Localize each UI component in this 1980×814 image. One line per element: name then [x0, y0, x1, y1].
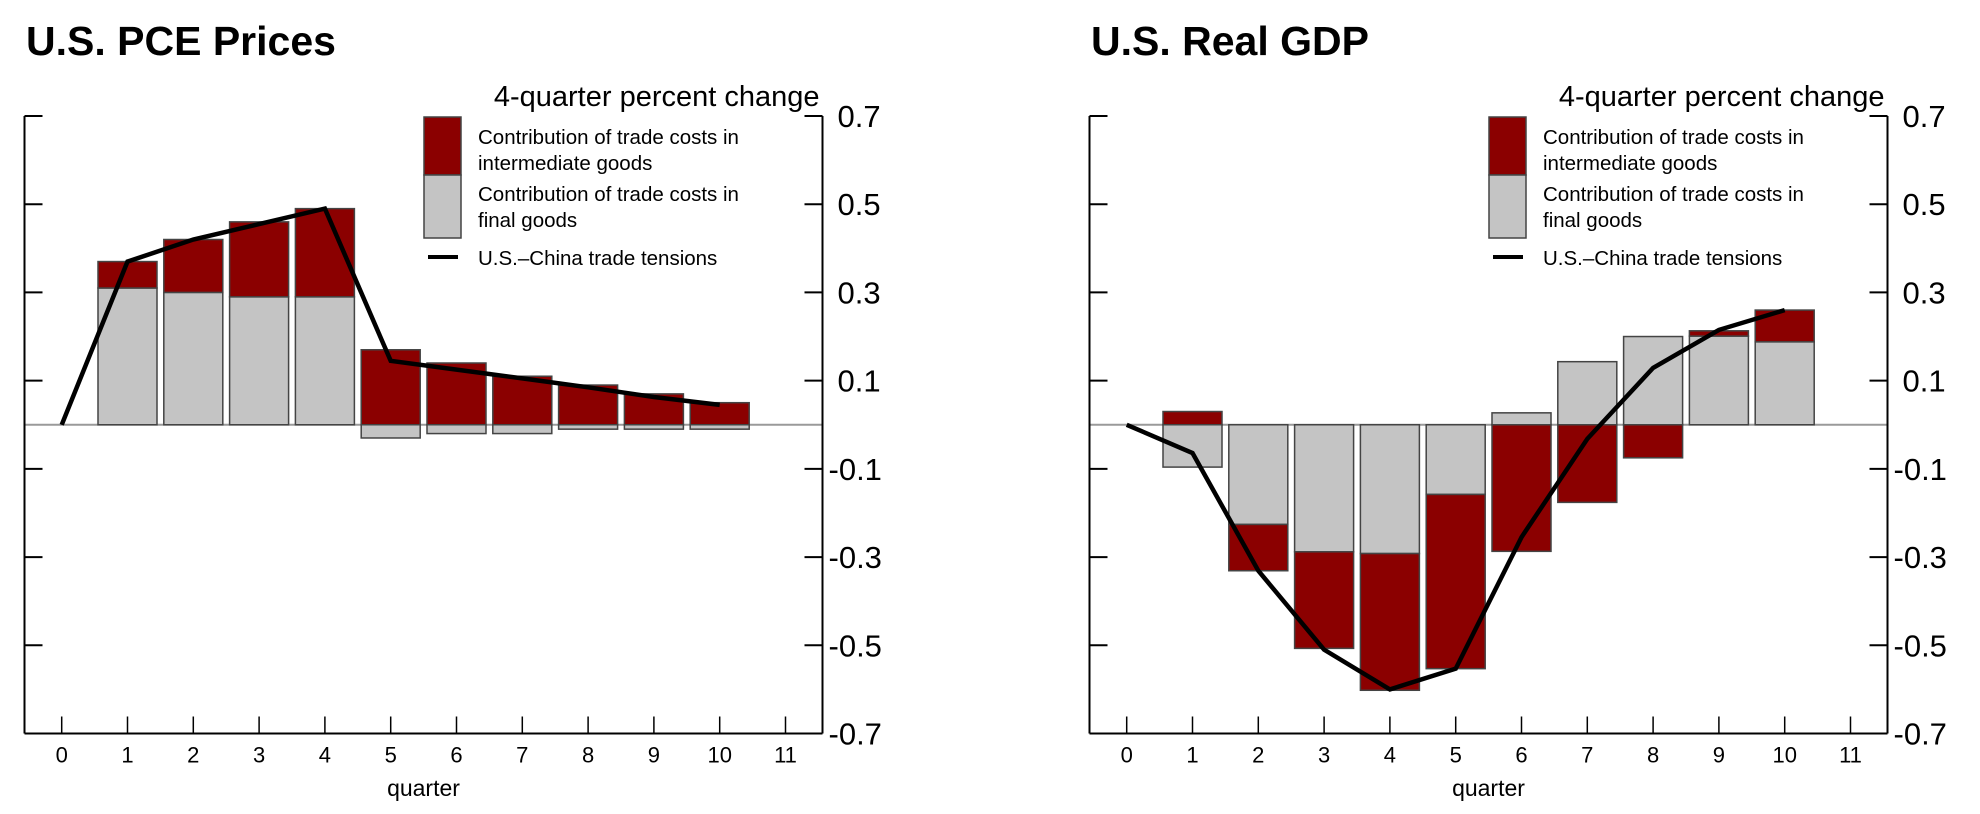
ytick-label: 0.1: [838, 364, 881, 399]
legend-swatch-final: [1488, 174, 1527, 239]
bar-final-q9: [1688, 335, 1750, 426]
bar-intermediate-q3: [1293, 551, 1355, 650]
xtick-label: 2: [1252, 743, 1264, 768]
legend-swatch-intermediate: [423, 116, 462, 176]
legend-label-intermediate: intermediate goods: [1543, 152, 1717, 175]
legend-label-intermediate: Contribution of trade costs in: [1543, 126, 1804, 149]
ytick-label: 0.3: [1903, 275, 1946, 310]
legend-label-intermediate: intermediate goods: [478, 152, 652, 175]
bar-final-q3: [1293, 424, 1355, 553]
legend-label-intermediate: Contribution of trade costs in: [478, 126, 739, 149]
ytick-label: -0.5: [829, 628, 882, 663]
xtick-label: 6: [450, 743, 462, 768]
bar-final-q6: [1491, 412, 1552, 426]
xtick-label: 4: [1384, 743, 1396, 768]
bar-intermediate-q8: [1622, 424, 1684, 459]
legend-label-line: U.S.–China trade tensions: [1543, 247, 1782, 270]
x-axis-label: quarter: [1452, 775, 1525, 801]
y-axis-label: 4-quarter percent change: [1559, 81, 1885, 113]
xtick-label: 0: [56, 743, 68, 768]
ytick-label: 0.5: [1903, 187, 1946, 222]
ytick-label: -0.5: [1894, 628, 1947, 663]
ytick-label: -0.1: [1894, 452, 1947, 487]
chart-title: U.S. Real GDP: [1091, 18, 1369, 64]
xtick-label: 5: [1450, 743, 1462, 768]
bar-final-q7: [492, 424, 553, 435]
bar-intermediate-q5: [1425, 493, 1486, 670]
ytick-label: 0.7: [1903, 99, 1946, 134]
chart-panel-2: U.S. Real GDP 0.7 0.5 0.3 0.1 -0.1 -0.3 -0.5 -0.…: [1088, 18, 1947, 801]
xtick-label: 6: [1515, 743, 1527, 768]
bar-intermediate-q3: [228, 221, 290, 298]
legend-label-final: final goods: [1543, 209, 1642, 232]
legend-label-final: final goods: [478, 209, 577, 232]
bar-final-q10: [1754, 341, 1815, 426]
ytick-label: -0.3: [1894, 540, 1947, 575]
xtick-label: 3: [1318, 743, 1330, 768]
bar-final-q2: [163, 291, 224, 426]
xtick-label: 10: [707, 743, 731, 768]
bar-intermediate-q6: [1491, 424, 1552, 553]
bar-final-q5: [1425, 424, 1486, 496]
xtick-label: 0: [1121, 743, 1133, 768]
bar-intermediate-q4: [1359, 552, 1421, 692]
xtick-label: 10: [1772, 743, 1796, 768]
ytick-label: -0.1: [829, 452, 882, 487]
xtick-label: 8: [1647, 743, 1659, 768]
xtick-label: 4: [319, 743, 331, 768]
legend-swatch-intermediate: [1488, 116, 1527, 176]
bar-intermediate-q10: [689, 401, 750, 426]
ytick-label: 0.7: [838, 99, 881, 134]
ytick-label: -0.3: [829, 540, 882, 575]
bar-final-q4: [1359, 424, 1421, 555]
bar-final-q3: [228, 296, 290, 426]
ytick-label: -0.7: [1894, 717, 1947, 752]
bar-intermediate-q7: [492, 375, 553, 426]
ytick-label: 0.1: [1903, 364, 1946, 399]
xtick-label: 11: [774, 743, 797, 768]
xtick-label: 8: [582, 743, 594, 768]
ytick-label: -0.7: [829, 717, 882, 752]
xtick-label: 3: [253, 743, 265, 768]
xtick-label: 7: [516, 743, 528, 768]
bar-final-q2: [1228, 424, 1289, 526]
bar-final-q5: [360, 424, 421, 439]
bar-final-q6: [426, 424, 487, 435]
xtick-label: 7: [1581, 743, 1593, 768]
xtick-label: 5: [385, 743, 397, 768]
legend-label-line: U.S.–China trade tensions: [478, 247, 717, 270]
legend-swatch-final: [423, 174, 462, 239]
legend-label-final: Contribution of trade costs in: [1543, 183, 1804, 206]
legend: Contribution of trade costs in intermedia…: [1488, 116, 1804, 270]
xtick-label: 2: [187, 743, 199, 768]
legend: Contribution of trade costs in intermedia…: [423, 116, 739, 270]
legend-label-final: Contribution of trade costs in: [478, 183, 739, 206]
ytick-label: 0.3: [838, 275, 881, 310]
y-axis-label: 4-quarter percent change: [494, 81, 820, 113]
xtick-label: 11: [1839, 743, 1862, 768]
xtick-label: 1: [121, 743, 133, 768]
xtick-label: 1: [1186, 743, 1198, 768]
chart-title: U.S. PCE Prices: [26, 18, 336, 64]
ytick-label: 0.5: [838, 187, 881, 222]
bar-final-q8: [1622, 335, 1684, 426]
xtick-label: 9: [1713, 743, 1725, 768]
bar-intermediate-q10: [1754, 309, 1815, 343]
x-axis-label: quarter: [387, 775, 460, 801]
xtick-label: 9: [648, 743, 660, 768]
bar-intermediate-q1: [1162, 410, 1223, 426]
bar-final-q4: [294, 296, 356, 426]
chart-panel-1: U.S. PCE Prices 0.7 0.5 0.3 0.1 -0.1 -0.3 -0.5 -…: [23, 18, 882, 801]
